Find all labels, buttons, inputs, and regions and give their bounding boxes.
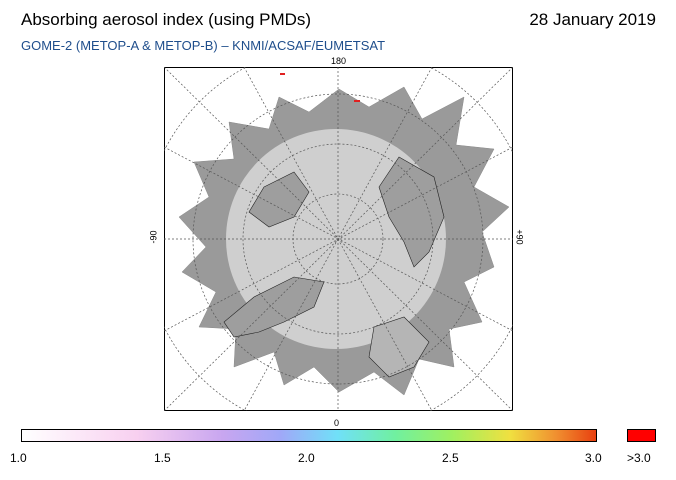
colorbar-tick: 3.0 (585, 451, 602, 465)
longitude-label-right: +90 (514, 229, 525, 245)
data-source-subtitle: GOME-2 (METOP-A & METOP-B) – KNMI/ACSAF/… (21, 38, 386, 53)
graticule (164, 67, 513, 411)
colorbar-over-label: >3.0 (627, 451, 651, 465)
aerosol-index-colorbar (21, 429, 597, 442)
map-title: Absorbing aerosol index (using PMDs) (21, 10, 312, 29)
aerosol-high-marker (354, 100, 360, 102)
polar-map (164, 67, 513, 411)
longitude-label-bottom: 0 (334, 418, 340, 428)
longitude-label-top: 180 (331, 56, 347, 66)
land-mass-eurasia (223, 276, 325, 338)
colorbar-tick: 2.0 (298, 451, 315, 465)
land-mass-north-america (378, 156, 445, 268)
colorbar-over-range-swatch (627, 429, 656, 442)
polar-map-canvas (164, 67, 513, 411)
colorbar-tick: 2.5 (442, 451, 459, 465)
longitude-label-left: -90 (148, 230, 159, 244)
land-mass-siberia (368, 316, 430, 378)
colorbar-tick: 1.0 (10, 451, 27, 465)
aerosol-high-marker (280, 73, 285, 75)
land-mass-greenland (248, 171, 310, 228)
colorbar-tick: 1.5 (154, 451, 171, 465)
map-date: 28 January 2019 (529, 10, 656, 29)
